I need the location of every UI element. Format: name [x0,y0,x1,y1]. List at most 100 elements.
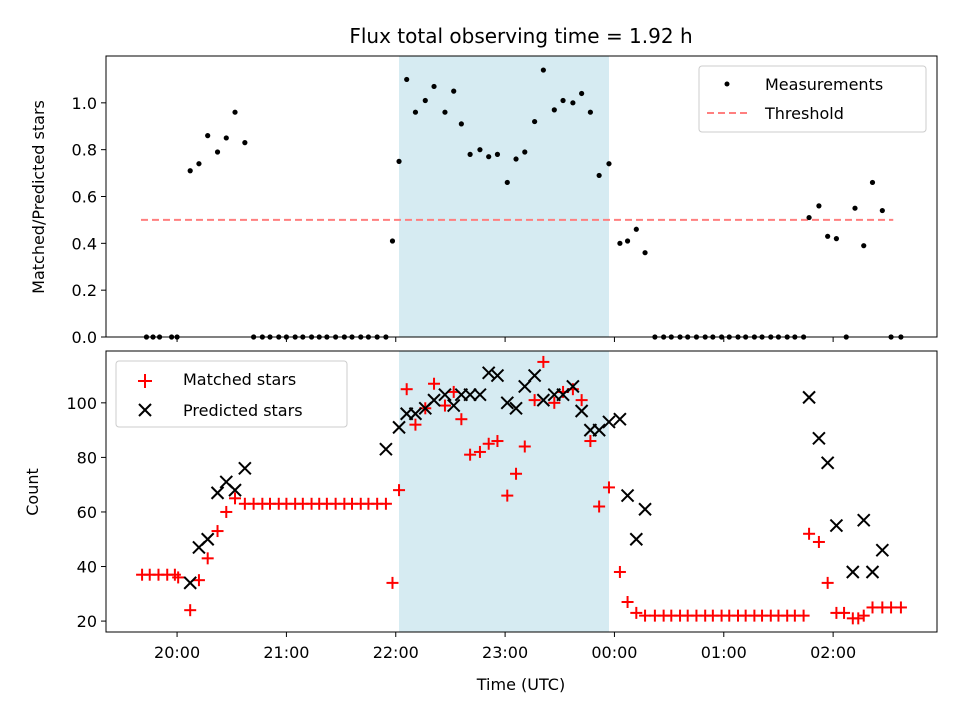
matched-star-point [852,612,865,625]
predicted-star-point [592,423,606,437]
predicted-star-point [527,368,542,383]
top-panel: 0.0 0.2 0.4 0.6 0.8 1.0 Matched/Predicted sta… [29,55,938,347]
matched-star-point [602,481,615,494]
matched-stars-series [136,355,907,625]
measurement-point [442,109,448,115]
measurement-point [431,83,437,90]
measurement-point [477,147,483,153]
x-tick-label: 23:00 [482,643,528,662]
bottom-highlight-band [399,351,609,632]
matched-star-point [229,492,242,505]
top-y-tick-label: 1.0 [72,94,97,113]
legend-measurements-marker [724,81,730,87]
matched-star-point [379,497,392,510]
predicted-star-point [812,431,826,446]
bottom-legend: Matched stars Predicted stars [115,360,348,428]
matched-star-point [220,505,233,518]
predicted-star-point [408,407,423,421]
top-plot-frame [105,55,938,338]
predicted-star-point [613,412,627,426]
matched-star-point [630,606,643,619]
matched-star-point [428,377,441,390]
x-tick-label: 02:00 [810,643,856,662]
predicted-star-point [438,387,452,402]
measurement-point [551,107,557,113]
measurement-point [232,109,238,115]
matched-star-point [821,576,834,589]
matched-star-point [575,394,588,407]
bottom-plot-frame [105,350,938,633]
measurement-point [223,135,229,141]
measurement-point [451,88,457,94]
measurement-point [596,172,602,179]
bottom-y-tick-label: 100 [66,394,97,413]
measurement-point [869,179,876,186]
bottom-y-tick-label: 40 [77,558,97,577]
measurement-point [852,205,858,211]
legend-predicted-marker [138,403,152,417]
measurement-point [486,154,492,160]
measurement-point [825,233,831,239]
measurement-point [606,161,612,167]
bottom-panel: 20:00 21:00 22:00 23:00 00:00 01:00 02:00 20 40 6… [23,350,938,694]
matched-star-point [473,445,486,458]
measurement-point [560,97,566,104]
matched-star-point [501,489,514,502]
predicted-star-point [210,486,225,500]
predicted-star-point [566,379,580,394]
legend-matched-label: Matched stars [183,370,296,389]
predicted-star-point [473,387,487,402]
top-y-tick-label: 0.8 [72,141,97,160]
measurement-point [633,226,639,232]
measurement-point [494,151,501,157]
predicted-star-point [857,513,871,527]
measurement-point [513,156,519,162]
legend-threshold-label: Threshold [764,104,844,123]
top-y-tick-label: 0.6 [72,188,97,207]
predicted-stars-series [183,366,890,590]
x-tick-label: 01:00 [701,643,747,662]
matched-star-point [613,565,626,578]
predicted-star-point [481,366,496,380]
predicted-star-point [638,502,652,516]
measurement-point [532,118,538,125]
measurement-point [404,76,410,83]
matched-star-point [838,606,851,619]
measurement-point [570,100,576,106]
measurement-point [504,179,510,186]
top-y-tick-label: 0.4 [72,234,97,253]
predicted-star-point [463,387,477,402]
matched-star-point [482,437,495,450]
matched-star-point [518,440,531,453]
predicted-star-point [875,543,890,557]
measurement-point [624,238,631,244]
predicted-star-point [602,415,616,429]
bottom-y-tick-label: 20 [77,612,97,631]
legend-predicted-label: Predicted stars [183,401,303,420]
predicted-star-point [802,390,816,405]
measurement-point [412,109,419,115]
measurement-point [861,243,867,249]
top-legend: Measurements Threshold [698,65,927,133]
chart-title: Flux total observing time = 1.92 h [349,24,692,48]
matched-star-point [400,383,413,396]
predicted-star-point [820,456,835,470]
measurement-point [458,121,464,127]
bottom-legend-box [115,360,348,428]
predicted-star-point [509,401,523,415]
x-tick-label: 21:00 [263,643,309,662]
matched-star-point [621,595,634,608]
predicted-star-point [379,442,393,456]
measurement-point [617,240,623,246]
measurement-point [396,158,402,164]
matched-star-point [184,604,197,617]
matched-star-point [211,525,224,538]
matched-star-point [537,355,550,368]
measurement-point [187,168,193,174]
x-axis-label: Time (UTC) [476,675,565,694]
measurement-point [879,207,885,214]
bottom-y-tick-label: 80 [77,448,97,467]
matched-star-point [393,484,406,497]
x-tick-label: 20:00 [154,643,200,662]
